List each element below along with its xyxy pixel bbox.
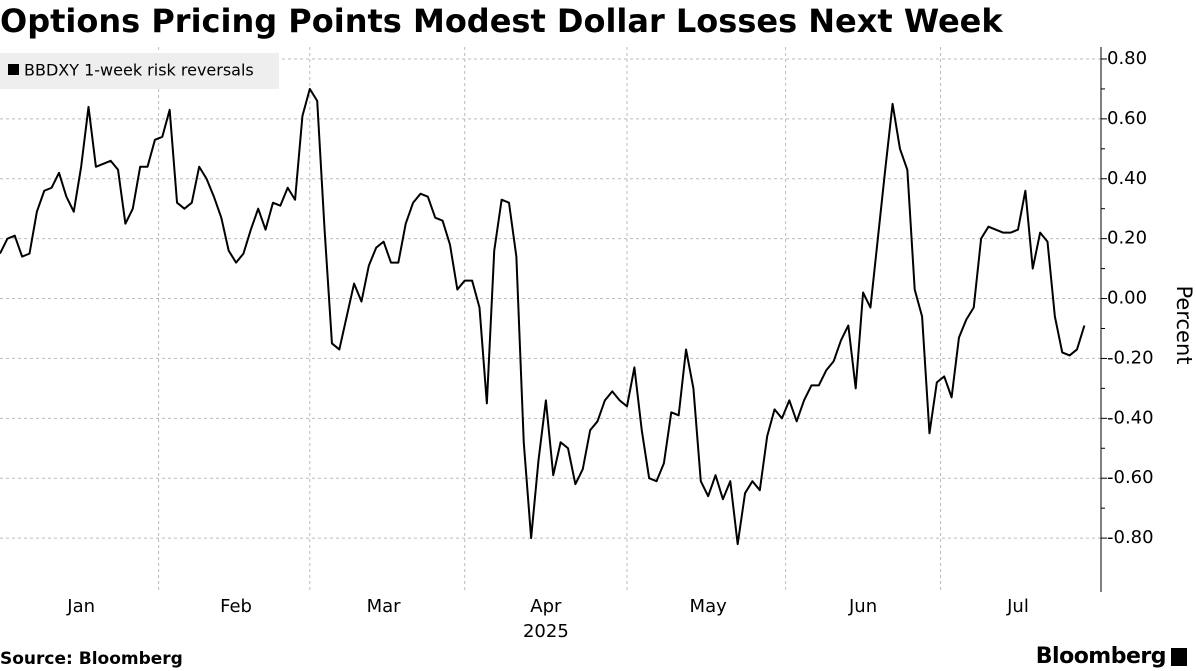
- legend-swatch: [8, 64, 19, 75]
- y-tick-label: -0.20: [1107, 347, 1154, 368]
- x-tick-label: Apr: [530, 596, 562, 617]
- brand-icon: [1171, 648, 1187, 666]
- y-tick-label: 0.40: [1107, 168, 1147, 189]
- x-axis-label: 2025: [523, 621, 569, 642]
- y-axis-label: Percent: [1172, 285, 1196, 364]
- y-tick-label: 0.60: [1107, 108, 1147, 129]
- y-tick-label: 0.00: [1107, 288, 1147, 309]
- source: Source: Bloomberg: [0, 649, 183, 669]
- x-tick-label: Mar: [367, 596, 402, 617]
- chart-title: Options Pricing Points Modest Dollar Los…: [0, 2, 1003, 40]
- x-tick-label: May: [690, 596, 728, 617]
- y-tick-label: -0.40: [1107, 407, 1154, 428]
- y-tick-label: -0.80: [1107, 527, 1154, 548]
- x-tick-label: Jan: [66, 596, 95, 617]
- y-tick-label: 0.80: [1107, 48, 1147, 69]
- legend: BBDXY 1-week risk reversals: [0, 53, 279, 89]
- y-tick-label: -0.60: [1107, 467, 1154, 488]
- legend-box: [0, 53, 279, 89]
- x-tick-label: Jun: [848, 596, 877, 617]
- x-tick-label: Feb: [220, 596, 252, 617]
- line: [0, 87, 1086, 546]
- brand: Bloomberg: [1036, 644, 1166, 669]
- y-tick-label: 0.20: [1107, 228, 1147, 249]
- x-tick-label: Jul: [1006, 596, 1029, 617]
- legend-label: BBDXY 1-week risk reversals: [24, 61, 254, 80]
